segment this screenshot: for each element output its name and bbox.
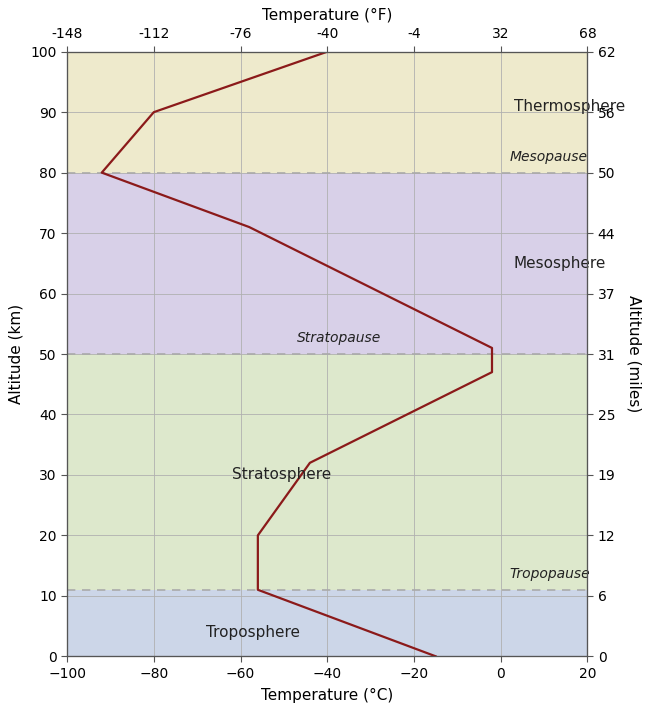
Text: Troposphere: Troposphere [206, 624, 300, 640]
Bar [67, 173, 588, 354]
Text: Stratosphere: Stratosphere [232, 467, 331, 483]
Y-axis label: Altitude (km): Altitude (km) [8, 304, 23, 404]
Text: Stratopause: Stratopause [297, 331, 381, 345]
Text: Tropopause: Tropopause [510, 567, 590, 581]
Text: Mesosphere: Mesosphere [514, 256, 606, 271]
X-axis label: Temperature (°F): Temperature (°F) [262, 9, 393, 23]
X-axis label: Temperature (°C): Temperature (°C) [261, 688, 393, 702]
Text: Thermosphere: Thermosphere [514, 99, 625, 114]
Bar [67, 52, 588, 173]
Bar [67, 590, 588, 656]
Y-axis label: Altitude (miles): Altitude (miles) [627, 295, 642, 412]
Text: Mesopause: Mesopause [510, 149, 588, 164]
Bar [67, 354, 588, 590]
